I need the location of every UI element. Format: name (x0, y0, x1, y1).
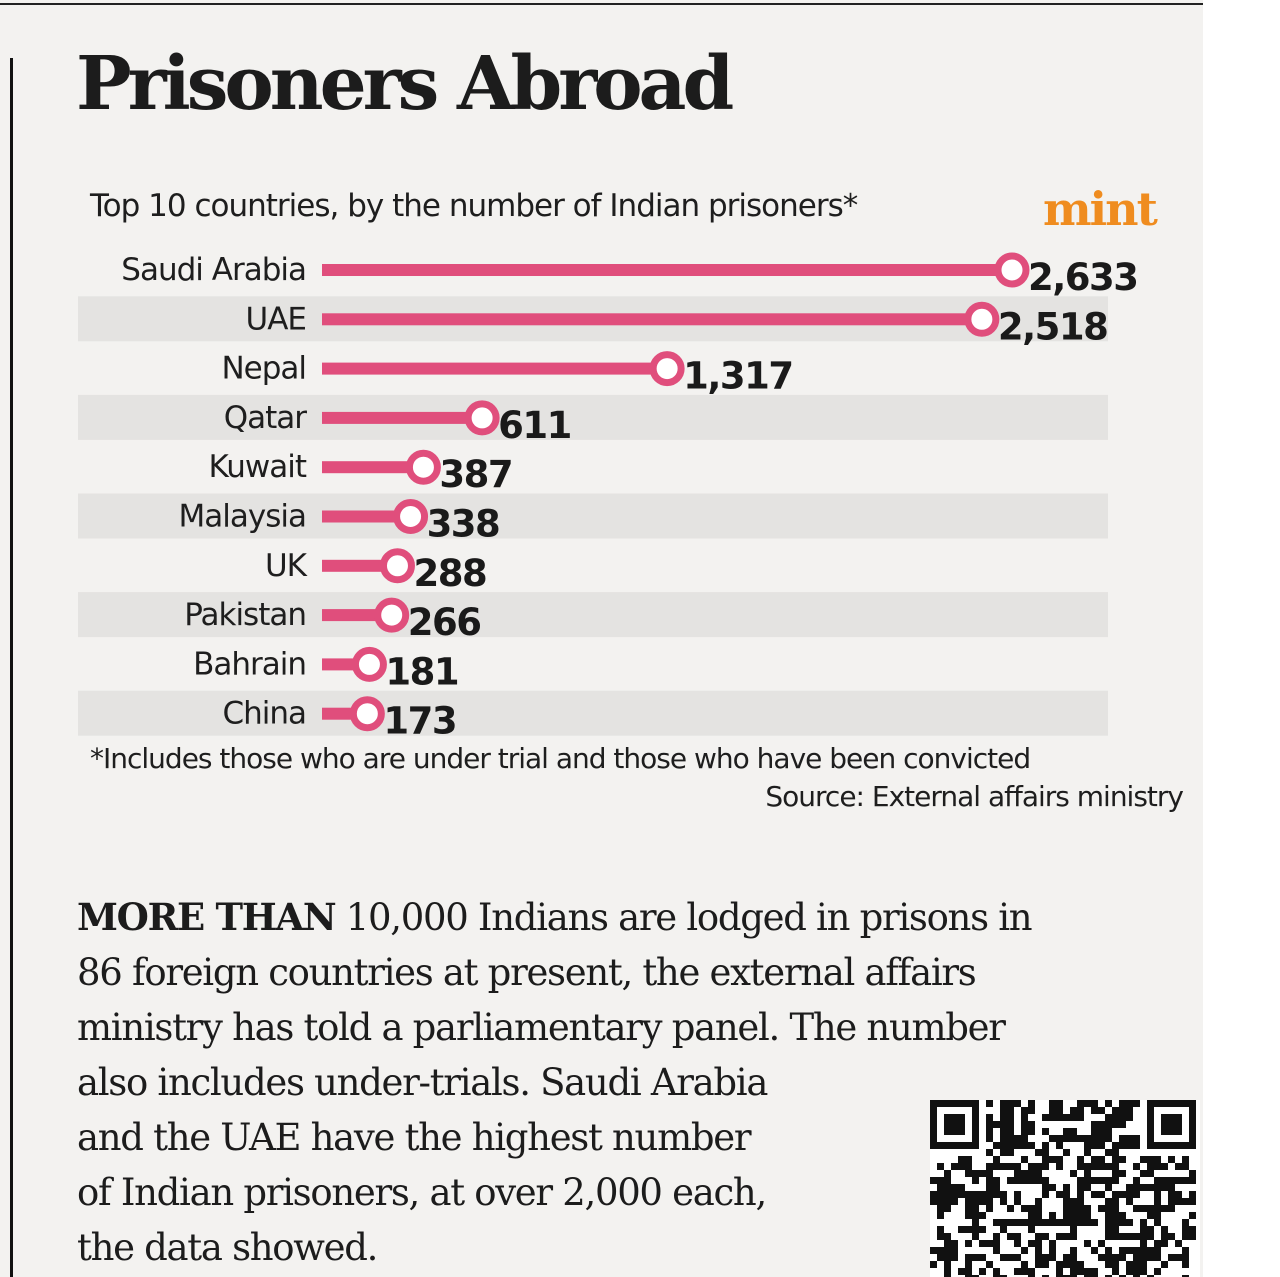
chart-subtitle: Top 10 countries, by the number of India… (90, 188, 858, 224)
article-body: MORE THAN 10,000 Indians are lodged in p… (77, 890, 1033, 1275)
chart-footnote: *Includes those who are under trial and … (90, 742, 1031, 775)
value-label: 387 (439, 453, 512, 496)
bar (322, 609, 392, 622)
value-label: 611 (498, 404, 571, 447)
bar-end-marker (379, 548, 415, 584)
body-line-1: MORE THAN 10,000 Indians are lodged in p… (77, 895, 1033, 939)
bar-end-marker (649, 351, 685, 387)
body-line-5: and the UAE have the highest number (77, 1116, 752, 1159)
category-label: Qatar (224, 400, 308, 436)
bar-end-marker (964, 301, 1000, 337)
chart-source: Source: External affairs ministry (765, 780, 1184, 813)
page-title: Prisoners Abroad (76, 41, 734, 127)
row-stripe (78, 592, 1108, 638)
body-line-6: of Indian prisoners, at over 2,000 each, (77, 1171, 767, 1214)
category-label: Kuwait (208, 449, 306, 485)
page-edge (1203, 0, 1280, 1277)
bar (322, 411, 483, 424)
row-stripe (78, 493, 1108, 539)
bar (322, 510, 411, 523)
bar-end-marker (374, 597, 410, 633)
bar-end-marker (351, 646, 387, 682)
qr-code-icon[interactable] (930, 1100, 1200, 1277)
bar (322, 461, 424, 474)
value-label: 2,518 (998, 305, 1108, 348)
value-label: 181 (385, 650, 458, 693)
category-label: Saudi Arabia (121, 252, 306, 288)
bar-end-marker (349, 696, 385, 732)
row-stripe (78, 394, 1108, 440)
value-label: 288 (413, 552, 486, 595)
body-line-7: the data showed. (77, 1226, 378, 1269)
bar (322, 362, 668, 375)
bar-end-marker (464, 400, 500, 436)
body-line-3: ministry has told a parliamentary panel.… (77, 1006, 1006, 1049)
category-label: Bahrain (193, 646, 306, 682)
category-label: Nepal (221, 351, 306, 387)
category-label: Malaysia (179, 499, 306, 535)
bar-end-marker (393, 499, 429, 534)
bar-end-marker (994, 252, 1030, 288)
category-label: Pakistan (184, 597, 306, 633)
body-lead: MORE THAN (77, 895, 337, 939)
value-label: 338 (427, 503, 500, 546)
bar (322, 313, 982, 326)
value-label: 173 (383, 700, 456, 743)
category-label: UAE (246, 301, 306, 337)
body-line-4: also includes under-trials. Saudi Arabia (77, 1061, 768, 1104)
bar (322, 559, 398, 572)
category-label: China (222, 696, 306, 732)
bar-end-marker (405, 449, 441, 485)
top-rule (0, 3, 1203, 5)
value-label: 1,317 (683, 355, 793, 398)
category-label: UK (265, 548, 308, 584)
value-label: 266 (408, 601, 481, 644)
bar (322, 264, 1012, 276)
bar-chart: Saudi Arabia 2,633 UAE 2,518 Nepal 1,317 Qatar… (78, 252, 1139, 743)
row-stripe (78, 690, 1108, 736)
left-rule (10, 58, 13, 1277)
mint-logo: mint (1043, 182, 1158, 236)
value-label: 2,633 (1028, 256, 1138, 299)
body-line-2: 86 foreign countries at present, the ext… (77, 951, 977, 994)
